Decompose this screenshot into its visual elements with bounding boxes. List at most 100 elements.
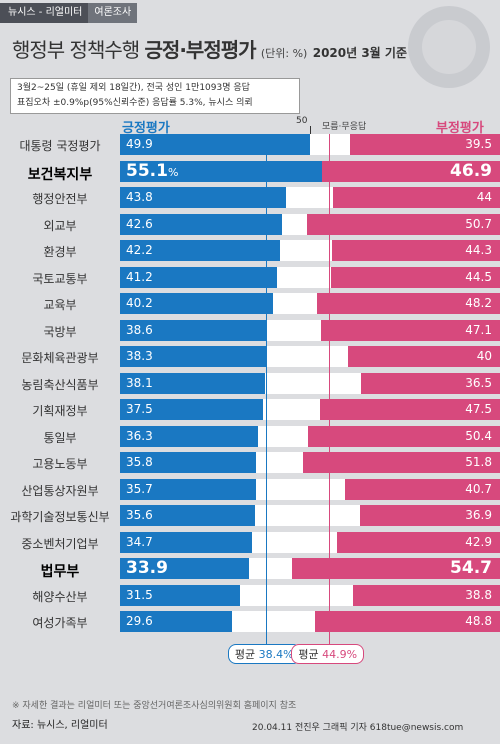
category-label: 과학기술정보통신부 (10, 510, 110, 524)
negative-bar (307, 213, 500, 235)
positive-bar (120, 452, 257, 473)
positive-bar (120, 346, 266, 367)
positive-bar (120, 531, 252, 553)
positive-bar (120, 319, 267, 341)
category-label: 교육부 (43, 298, 77, 312)
positive-value-label: 35.6 (126, 508, 153, 522)
brand-tag: 뉴시스 - 리얼미터 여론조사 (0, 0, 138, 26)
positive-bar (120, 611, 233, 632)
negative-bar (292, 558, 500, 579)
negative-bar (330, 266, 500, 288)
positive-value-label: 42.2 (126, 243, 153, 257)
negative-bar (332, 187, 500, 208)
survey-note-line1: 3월2~25일 (휴일 제외 18일간), 전국 성인 1만1093명 응답 (17, 83, 250, 93)
positive-bar (120, 293, 273, 314)
positive-bar (120, 372, 265, 394)
negative-value-label: 50.4 (465, 428, 492, 443)
positive-value-label: 34.7 (126, 534, 153, 549)
fifty-percent-line (310, 126, 311, 134)
positive-value-label: 41.2 (126, 269, 153, 284)
negative-bar (352, 584, 500, 606)
government-emblem-icon (408, 6, 490, 88)
category-label: 해양수산부 (32, 589, 88, 604)
negative-bar (303, 452, 500, 473)
survey-note-line2: 표집오차 ±0.9%p(95%신뢰수준) 응답률 5.3%, 뉴시스 의뢰 (17, 98, 253, 108)
negative-bar (348, 346, 500, 367)
positive-average-box: 평균 38.4% (227, 643, 301, 664)
category-label: 산업통상자원부 (21, 483, 99, 498)
negative-value-label: 36.9 (465, 508, 492, 522)
negative-bar (316, 293, 500, 314)
positive-bar (120, 505, 256, 526)
negative-bar (349, 134, 500, 155)
category-label: 대통령 국정평가 (19, 139, 101, 153)
title-bold: 긍정·부정평가 (144, 38, 257, 62)
positive-value-label: 55.1% (126, 160, 179, 181)
negative-value-label: 48.8 (465, 614, 492, 628)
category-label: 여성가족부 (32, 616, 88, 630)
negative-value-label: 48.2 (465, 296, 492, 310)
negative-value-label: 42.9 (465, 534, 492, 549)
positive-value-label: 49.9 (126, 137, 153, 151)
category-label: 문화체육관광부 (21, 351, 99, 365)
category-label: 행정안전부 (32, 192, 88, 206)
negative-value-label: 38.8 (465, 587, 492, 602)
brand-tag-left: 뉴시스 - 리얼미터 (0, 3, 89, 23)
category-label: 국방부 (43, 324, 77, 339)
negative-average-line (329, 134, 331, 648)
positive-value-label: 38.1 (126, 375, 153, 390)
negative-value-label: 50.7 (465, 216, 492, 231)
positive-bar (120, 187, 287, 208)
negative-value-label: 44.5 (465, 269, 492, 284)
negative-bar (319, 399, 500, 420)
negative-value-label: 47.1 (465, 322, 492, 337)
positive-bar (120, 134, 310, 155)
basis-date: 2020년 3월 기준 (312, 46, 407, 60)
unit-label: (단위: %) (260, 47, 308, 60)
category-label: 중소벤처기업부 (21, 536, 99, 551)
positive-value-label: 31.5 (126, 587, 153, 602)
positive-bar (120, 399, 263, 420)
positive-value-label: 33.9 (126, 558, 168, 578)
negative-value-label: 46.9 (450, 160, 492, 181)
percent-suffix: % (167, 165, 179, 179)
positive-bar (120, 160, 330, 182)
negative-bar (321, 160, 500, 182)
average-value: 44.9% (322, 647, 358, 661)
positive-value-label: 42.6 (126, 216, 153, 231)
positive-value-label: 35.8 (126, 455, 153, 469)
category-label: 기획재정부 (32, 404, 88, 418)
negative-bar (359, 505, 500, 526)
average-label: 평균 (298, 647, 323, 661)
positive-value-label: 40.2 (126, 296, 153, 310)
credit-label: 20.04.11 전진우 그래픽 기자 618tue@newsis.com (252, 723, 464, 733)
negative-value-label: 40.7 (465, 481, 492, 496)
negative-value-label: 47.5 (465, 402, 492, 416)
positive-bar (120, 425, 258, 447)
legend-no-response: 모름·무응답 (322, 122, 367, 132)
category-label: 국토교통부 (32, 271, 88, 286)
negative-value-label: 40 (476, 349, 492, 363)
average-value: 38.4% (258, 647, 294, 661)
category-label: 보건복지부 (27, 166, 93, 183)
positive-bar (120, 558, 249, 579)
positive-value-label: 35.7 (126, 481, 153, 496)
positive-bar (120, 584, 240, 606)
positive-bar (120, 478, 256, 500)
positive-value-label: 36.3 (126, 428, 153, 443)
negative-bar (345, 478, 500, 500)
survey-note: 3월2~25일 (휴일 제외 18일간), 전국 성인 1만1093명 응답 표… (10, 78, 300, 114)
category-label: 환경부 (43, 245, 77, 259)
category-label: 통일부 (43, 430, 77, 445)
negative-value-label: 39.5 (465, 137, 492, 151)
chart-title: 행정부 정책수행 긍정·부정평가 (단위: %) 2020년 3월 기준 (12, 34, 407, 63)
negative-bar (336, 531, 500, 553)
category-label: 법무부 (40, 564, 80, 580)
fifty-marker-label: 50 (296, 116, 308, 126)
positive-value-label: 38.3 (126, 349, 153, 363)
negative-value-label: 51.8 (465, 455, 492, 469)
category-label: 외교부 (43, 218, 77, 233)
negative-bar (321, 319, 500, 341)
positive-value-label: 29.6 (126, 614, 153, 628)
negative-bar (331, 240, 500, 261)
